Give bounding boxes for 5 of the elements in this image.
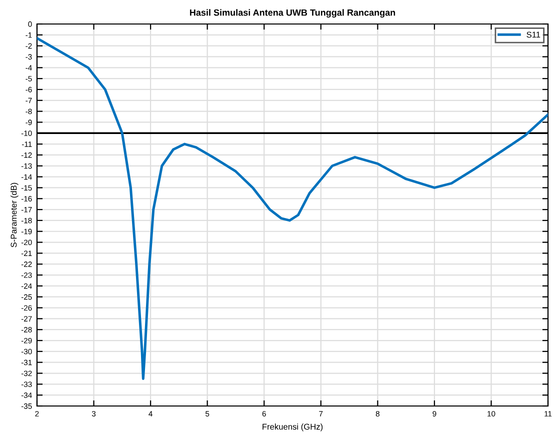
line-series xyxy=(37,36,548,380)
x-axis-title: Frekuensi (GHz) xyxy=(262,424,323,432)
legend-label: S11 xyxy=(526,32,540,38)
chart-title: Hasil Simulasi Antena UWB Tunggal Rancangan xyxy=(190,9,396,18)
y-axis-title: S-Parameter (dB) xyxy=(10,182,18,248)
